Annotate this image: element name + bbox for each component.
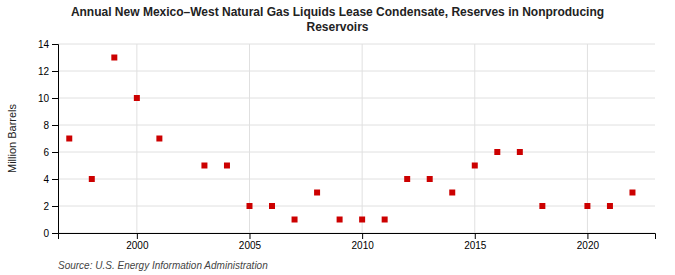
point: [89, 176, 95, 182]
y-axis-tick-mark: [52, 71, 58, 72]
point: [404, 176, 410, 182]
source: Source: U.S. Energy Information Administ…: [58, 260, 268, 271]
x-axis-tick-mark: [362, 233, 363, 239]
y-axis-tick: 6: [43, 147, 58, 158]
point: [539, 203, 545, 209]
point: [607, 203, 613, 209]
point: [382, 217, 388, 223]
x-axis-tick-label: 2005: [239, 240, 262, 251]
grid-line-x: [136, 44, 137, 233]
point: [584, 203, 590, 209]
y-axis-tick: 4: [43, 174, 58, 185]
x-axis-tick-label: 2000: [126, 240, 149, 251]
x-axis-tick-mark: [475, 233, 476, 239]
point: [337, 217, 343, 223]
x-axis-tick-mark: [587, 233, 588, 239]
point: [292, 217, 298, 223]
x-axis-tick-mark: [137, 233, 138, 239]
y-axis-tick: 0: [43, 228, 58, 239]
grid-line-y: [58, 71, 655, 72]
x-axis-tick-label: 2015: [464, 240, 487, 251]
grid-line-y: [58, 125, 655, 126]
title-line: Reservoirs: [306, 20, 368, 34]
point: [269, 203, 275, 209]
y-axis-tick-mark: [52, 179, 58, 180]
x-axis-tick: 2005: [239, 233, 262, 251]
y-axis-tick-mark: [52, 125, 58, 126]
y-axis-tick-label: 10: [38, 93, 50, 104]
y-axis-tick-mark: [52, 98, 58, 99]
point: [111, 55, 117, 61]
y-axis-tick: 8: [43, 120, 58, 131]
chart: Annual New Mexico–West Natural Gas Liqui…: [0, 0, 675, 275]
y-axis-tick: 14: [38, 39, 58, 50]
x-axis-tick: 2010: [352, 233, 375, 251]
points: [66, 55, 635, 223]
point: [472, 163, 478, 169]
point: [66, 136, 72, 142]
point: [134, 95, 140, 101]
y-axis-tick-label: 0: [43, 228, 49, 239]
point: [517, 149, 523, 155]
plot-area: 2000 2005 2010 2015 2020 0 2 4 6 8 10 12 14: [38, 39, 656, 251]
grid-line-y: [58, 98, 655, 99]
y-axis-title: Million Barrels: [6, 103, 18, 173]
point: [427, 176, 433, 182]
point: [314, 190, 320, 196]
point: [156, 136, 162, 142]
grid-line-y: [58, 44, 655, 45]
y-axis-tick: 10: [38, 93, 58, 104]
title-line: Annual New Mexico–West Natural Gas Liqui…: [71, 5, 604, 19]
grid: [58, 44, 655, 233]
y-axis-tick-label: 2: [43, 201, 49, 212]
y-axis-tick-mark: [52, 206, 58, 207]
point: [359, 217, 365, 223]
title: Annual New Mexico–West Natural Gas Liqui…: [71, 5, 604, 34]
y-axis-tick-mark: [52, 152, 58, 153]
y-axis-tick-label: 6: [43, 147, 49, 158]
point: [629, 190, 635, 196]
x-axis-line: [59, 234, 656, 240]
y-axis: 0 2 4 6 8 10 12 14: [38, 39, 59, 239]
point: [201, 163, 207, 169]
point: [246, 203, 252, 209]
y-axis-tick-label: 12: [38, 66, 50, 77]
y-axis-tick-label: 8: [43, 120, 49, 131]
x-axis-tick: 2015: [464, 233, 487, 251]
y-axis-tick-label: 14: [38, 39, 50, 50]
y-axis-tick: 2: [43, 201, 58, 212]
grid-line-y: [58, 179, 655, 180]
y-axis-tick: 12: [38, 66, 58, 77]
x-axis-tick: 2020: [577, 233, 600, 251]
grid-line-y: [58, 206, 655, 207]
y-axis-tick-label: 4: [43, 174, 49, 185]
y-axis-tick-mark: [52, 44, 58, 45]
point: [224, 163, 230, 169]
y-axis-tick-mark: [52, 233, 58, 234]
grid-line-y: [58, 152, 655, 153]
grid-line-x: [362, 44, 363, 233]
x-axis-tick-mark: [249, 233, 250, 239]
x-axis-tick-label: 2020: [577, 240, 600, 251]
point: [494, 149, 500, 155]
y-axis-line: [52, 45, 59, 234]
x-axis-tick: 2000: [126, 233, 149, 251]
grid-line-x: [474, 44, 475, 233]
x-axis-tick-label: 2010: [352, 240, 375, 251]
x-axis: 2000 2005 2010 2015 2020: [59, 233, 656, 251]
point: [449, 190, 455, 196]
